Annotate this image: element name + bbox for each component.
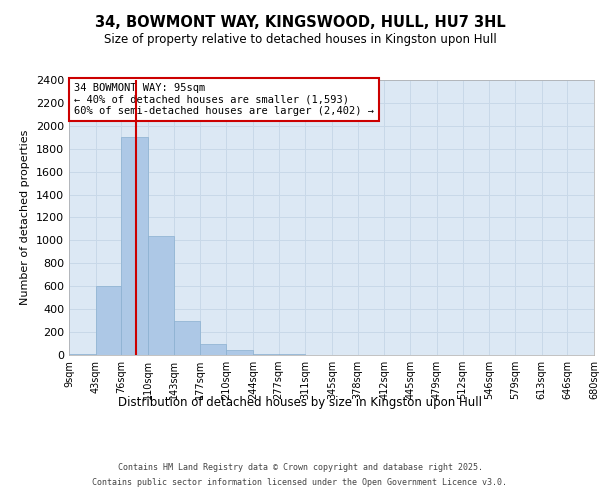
Text: Contains HM Land Registry data © Crown copyright and database right 2025.: Contains HM Land Registry data © Crown c… <box>118 463 482 472</box>
Bar <box>174 321 200 355</box>
Bar <box>200 344 226 355</box>
Bar <box>69 354 95 355</box>
Y-axis label: Number of detached properties: Number of detached properties <box>20 130 31 305</box>
Text: Contains public sector information licensed under the Open Government Licence v3: Contains public sector information licen… <box>92 478 508 487</box>
Bar <box>253 354 278 355</box>
Text: 34, BOWMONT WAY, KINGSWOOD, HULL, HU7 3HL: 34, BOWMONT WAY, KINGSWOOD, HULL, HU7 3H… <box>95 15 505 30</box>
Bar <box>226 350 253 355</box>
Bar <box>121 138 148 355</box>
Bar <box>95 286 121 355</box>
Bar <box>148 236 174 355</box>
Text: Distribution of detached houses by size in Kingston upon Hull: Distribution of detached houses by size … <box>118 396 482 409</box>
Bar <box>278 354 305 355</box>
Text: 34 BOWMONT WAY: 95sqm
← 40% of detached houses are smaller (1,593)
60% of semi-d: 34 BOWMONT WAY: 95sqm ← 40% of detached … <box>74 82 374 116</box>
Text: Size of property relative to detached houses in Kingston upon Hull: Size of property relative to detached ho… <box>104 34 496 46</box>
